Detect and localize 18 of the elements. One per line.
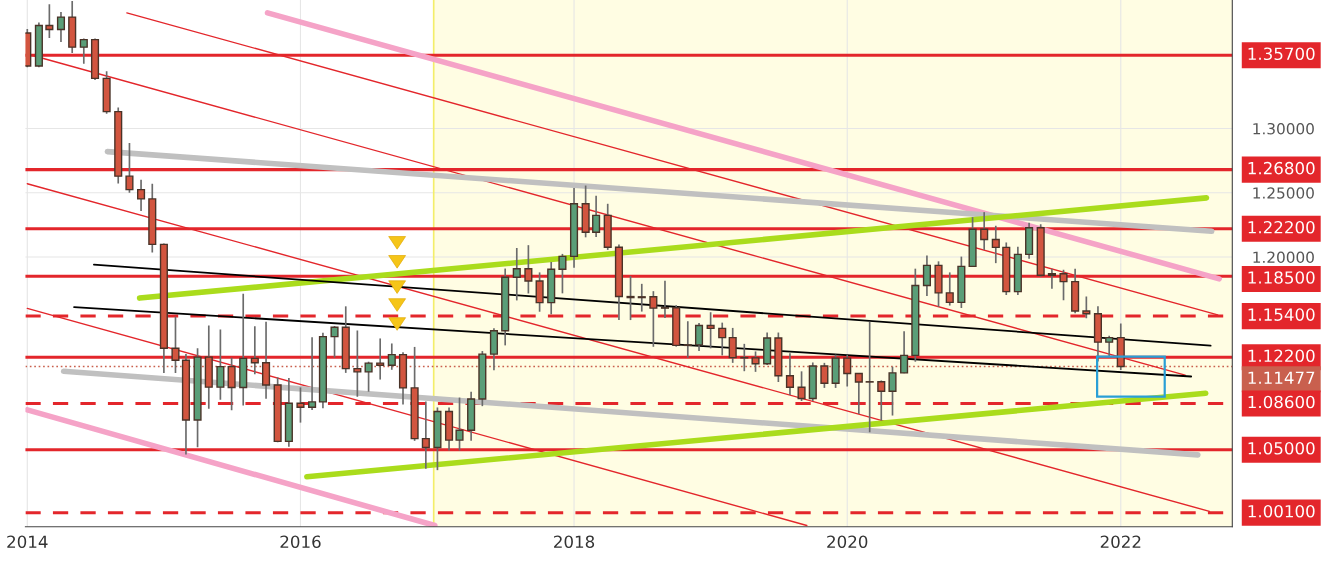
ref-line-label: 1.26800: [1248, 161, 1315, 175]
ref-line-label: 1.08600: [1248, 395, 1315, 409]
x-tick-label: 2016: [280, 535, 321, 549]
y-tick-label: 1.20000: [1253, 251, 1314, 263]
ref-line-label: 1.15400: [1248, 308, 1315, 321]
x-tick-label: 2014: [7, 535, 48, 549]
ref-line-label: 1.18500: [1248, 271, 1315, 284]
ref-line-label: 1.22200: [1248, 220, 1315, 234]
y-tick-label: 1.30000: [1253, 122, 1314, 135]
x-tick-label: 2020: [827, 535, 868, 549]
ref-line-label: 1.35700: [1248, 47, 1315, 61]
y-tick-label: 1.25000: [1253, 187, 1314, 199]
ref-line-label: 1.12200: [1248, 349, 1315, 363]
x-tick-label: 2022: [1100, 535, 1141, 549]
x-tick-label: 2018: [554, 535, 595, 549]
ref-line-label: 1.05000: [1248, 441, 1315, 455]
ref-line-label: 1.11477: [1248, 371, 1315, 384]
ref-line-label: 1.00100: [1248, 504, 1315, 518]
